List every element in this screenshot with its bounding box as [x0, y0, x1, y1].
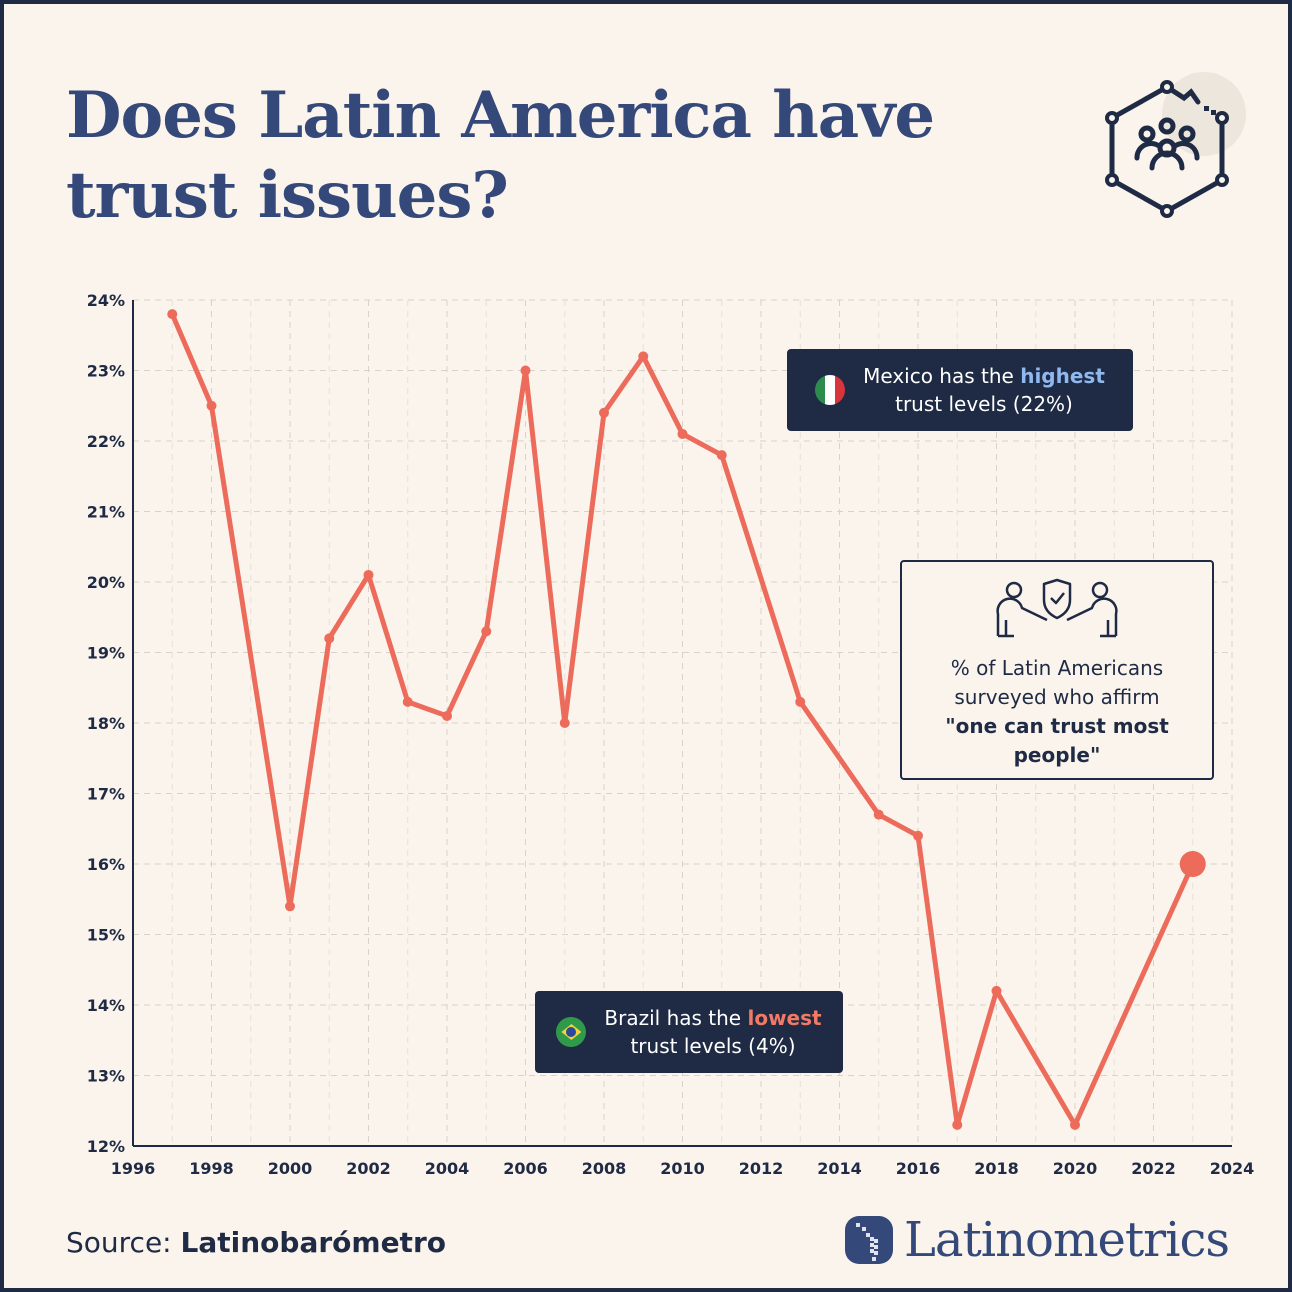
y-tick-label: 12% [87, 1137, 125, 1156]
x-tick-label: 2000 [268, 1159, 313, 1178]
x-tick-label: 2024 [1210, 1159, 1255, 1178]
data-point [599, 407, 609, 418]
annotation-highlight: highest [1020, 364, 1105, 388]
legend-quote: "one can trust most people" [945, 714, 1169, 767]
annotation-highlight: lowest [747, 1006, 822, 1030]
tick-labels: 1996 1998 2000 2002 2004 2006 2008 2010 2012 2014… [87, 291, 1255, 1178]
x-tick-label: 2016 [896, 1159, 941, 1178]
page-title: Does Latin America have trust issues? [66, 78, 935, 233]
x-tick-label: 2002 [346, 1159, 391, 1178]
x-tick-label: 1998 [189, 1159, 234, 1178]
mexico-flag-icon [815, 375, 846, 405]
brazil-flag-icon [556, 1017, 587, 1047]
data-point [638, 351, 649, 362]
data-point [716, 450, 727, 461]
data-point [559, 718, 570, 728]
source-value: Latinobarómetro [180, 1226, 446, 1259]
y-tick-label: 24% [87, 291, 125, 310]
legend-box: % of Latin Americans surveyed who affirm… [900, 560, 1214, 780]
axes [132, 300, 1232, 1147]
x-tick-label: 2006 [503, 1159, 548, 1178]
y-tick-label: 15% [87, 926, 125, 945]
data-point [285, 901, 295, 912]
annotation-text: trust levels (22%) [895, 392, 1073, 416]
y-tick-label: 21% [87, 503, 125, 522]
data-point [363, 569, 374, 580]
brand-logo: Latinometrics [844, 1212, 1230, 1268]
brazil-annotation: Brazil has the lowest trust levels (4%) [535, 991, 843, 1073]
infographic-frame: Does Latin America have trust issues? 19… [4, 4, 1288, 1288]
data-point [991, 985, 1002, 996]
data-point [481, 626, 492, 637]
annotation-text: Mexico has the [863, 364, 1021, 388]
data-point [402, 696, 413, 707]
y-tick-label: 20% [87, 573, 125, 592]
data-points [167, 309, 1206, 1130]
y-tick-label: 14% [87, 996, 125, 1015]
x-tick-label: 2010 [660, 1159, 705, 1178]
mexico-annotation: Mexico has the highest trust levels (22%) [787, 349, 1133, 431]
brand-name: Latinometrics [904, 1212, 1230, 1268]
source: Source: Latinobarómetro [66, 1226, 446, 1259]
annotation-text: Brazil has the [604, 1006, 748, 1030]
network-people-hexagon-icon [1105, 72, 1246, 218]
line-chart: 1996 1998 2000 2002 2004 2006 2008 2010 2012 2014… [87, 291, 1255, 1178]
data-point [520, 365, 531, 376]
x-tick-label: 2008 [582, 1159, 627, 1178]
y-tick-label: 18% [87, 714, 125, 733]
y-tick-label: 19% [87, 644, 125, 663]
source-label: Source: [66, 1226, 181, 1259]
latin-america-map-logo-icon [845, 1216, 893, 1264]
data-point [442, 710, 452, 721]
x-tick-label: 2012 [739, 1159, 784, 1178]
x-tick-label: 2014 [817, 1159, 862, 1178]
data-point [873, 809, 884, 820]
x-tick-label: 2018 [974, 1159, 1019, 1178]
data-point [324, 633, 335, 644]
x-tick-label: 2020 [1053, 1159, 1098, 1178]
y-tick-label: 23% [87, 362, 125, 381]
latest-data-point [1179, 851, 1206, 877]
legend-text: % of Latin Americans surveyed who affirm [950, 656, 1164, 709]
data-point [167, 309, 178, 320]
data-point [795, 696, 806, 707]
data-point [952, 1119, 963, 1130]
data-point [1070, 1119, 1080, 1130]
x-tick-label: 2004 [425, 1159, 470, 1178]
data-point [206, 400, 217, 411]
annotation-text: trust levels (4%) [630, 1034, 796, 1058]
y-tick-label: 16% [87, 855, 125, 874]
y-tick-label: 17% [87, 785, 125, 804]
data-point [677, 428, 688, 439]
x-tick-label: 2022 [1131, 1159, 1176, 1178]
handshake-trust-icon [996, 578, 1118, 638]
y-tick-label: 22% [87, 432, 125, 451]
y-tick-label: 13% [87, 1067, 125, 1086]
data-point [913, 830, 923, 841]
x-tick-label: 1996 [111, 1159, 156, 1178]
